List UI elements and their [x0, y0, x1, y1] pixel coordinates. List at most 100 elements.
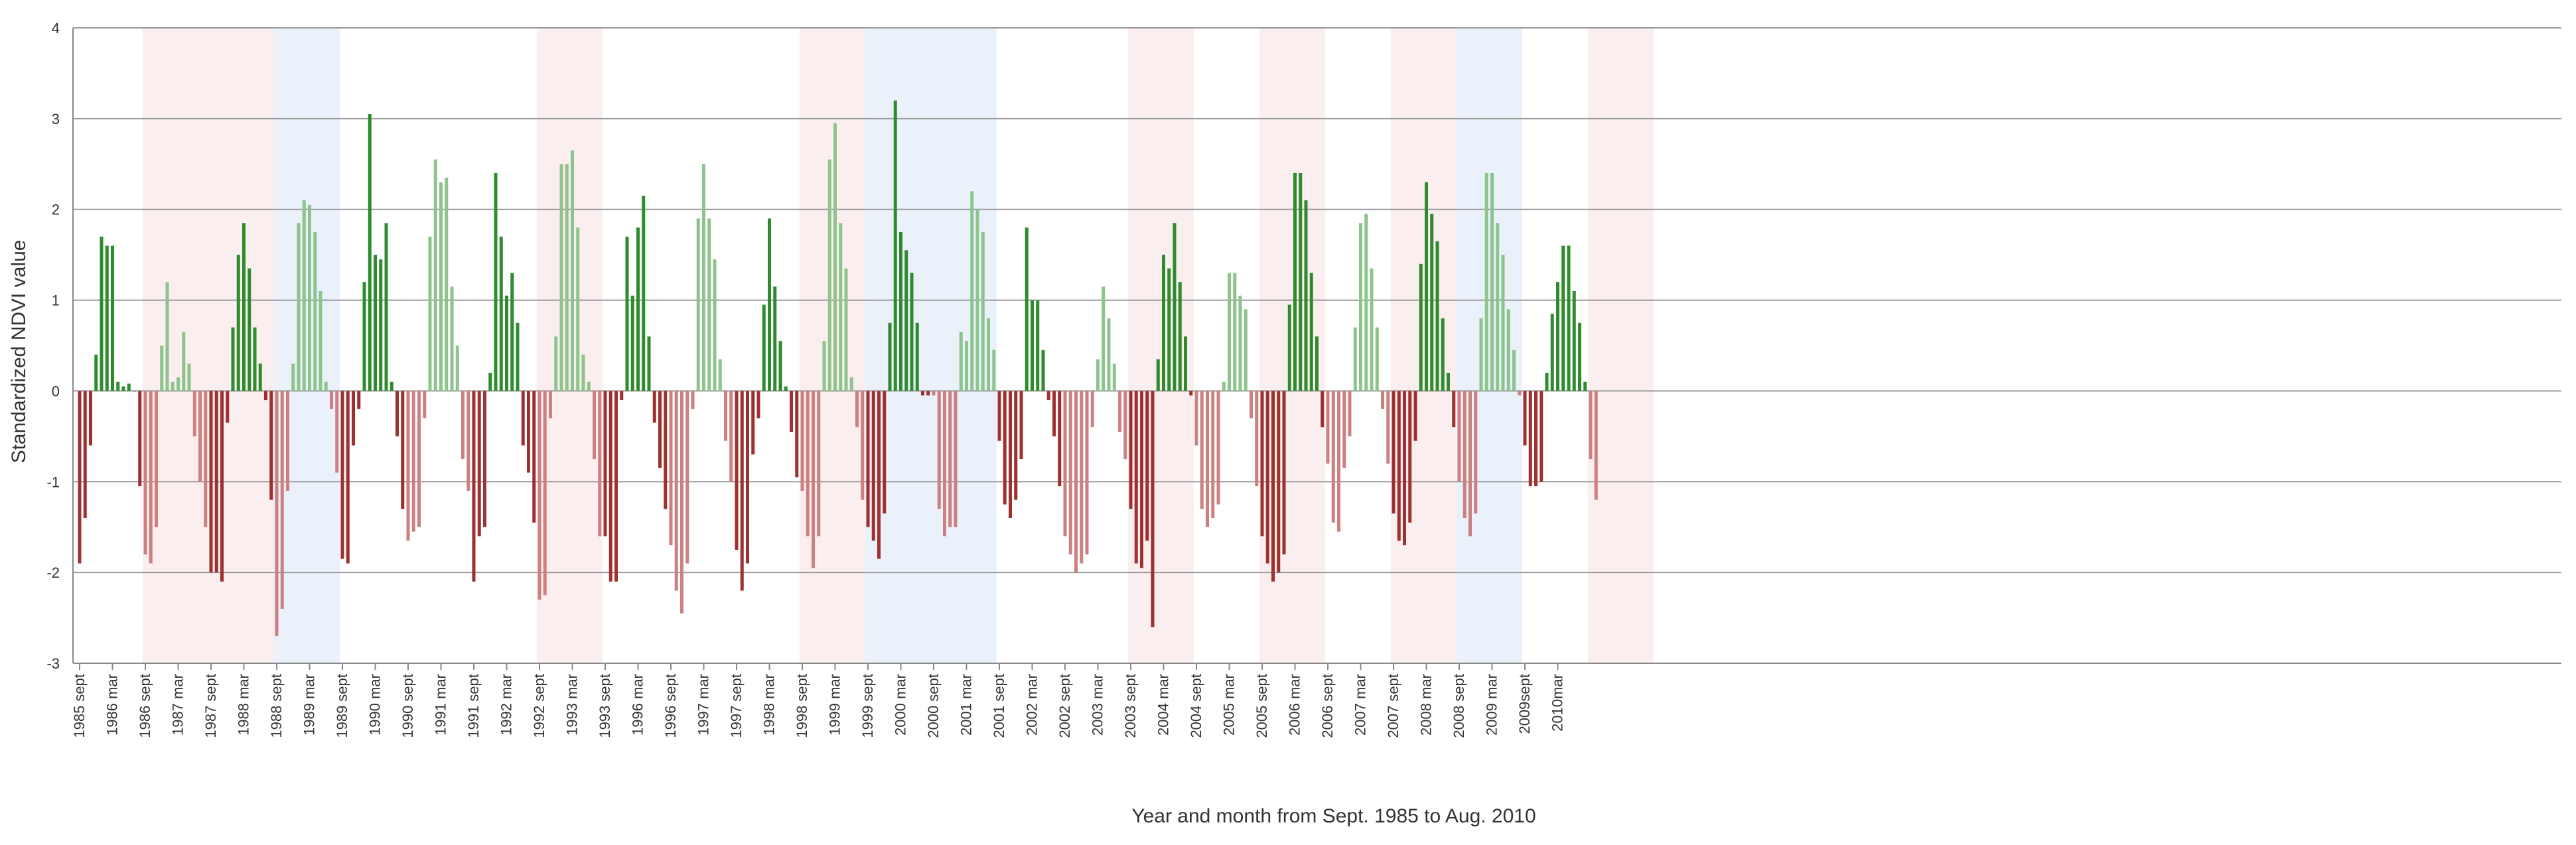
bar	[1287, 304, 1291, 391]
bar	[111, 245, 114, 391]
bar	[488, 373, 492, 391]
bar	[1250, 391, 1253, 419]
bar	[987, 318, 990, 391]
bar	[707, 218, 711, 391]
bar	[746, 391, 749, 564]
bar	[839, 223, 843, 391]
bar	[269, 391, 273, 500]
bar	[160, 346, 164, 391]
bar	[330, 391, 333, 409]
bar	[1019, 391, 1023, 460]
bar	[910, 273, 914, 391]
bar	[680, 391, 683, 614]
bar	[1452, 391, 1456, 428]
shaded-period-3	[799, 28, 865, 663]
y-tick-label: 3	[52, 111, 60, 127]
bar	[674, 391, 678, 591]
bar	[1523, 391, 1527, 446]
bar	[182, 332, 186, 391]
bar	[1211, 391, 1215, 519]
bar	[1102, 287, 1106, 391]
bar	[1178, 282, 1182, 391]
bar	[138, 391, 142, 487]
bar	[155, 391, 158, 527]
bar	[1228, 273, 1231, 391]
bar	[620, 391, 624, 401]
bar	[198, 391, 202, 482]
bar	[340, 391, 344, 559]
bar	[1134, 391, 1138, 564]
bar	[439, 182, 443, 391]
shaded-period-4	[865, 28, 997, 663]
bar	[1080, 391, 1084, 564]
bar	[625, 236, 629, 391]
bar	[1484, 172, 1488, 391]
bar	[1578, 322, 1581, 391]
bar	[904, 250, 908, 391]
bar	[192, 391, 196, 436]
bar	[970, 191, 974, 391]
bar	[768, 218, 771, 391]
bar	[795, 391, 799, 478]
bar	[527, 391, 530, 473]
x-tick-label: 2002 sept	[1056, 674, 1073, 738]
bar	[1474, 391, 1478, 514]
x-tick-label: 2001 mar	[958, 674, 975, 736]
bar	[1435, 241, 1439, 391]
bar	[806, 391, 810, 537]
bar	[214, 391, 218, 573]
bar	[1107, 318, 1111, 391]
bar	[630, 295, 634, 391]
x-tick-label: 1991 mar	[433, 674, 449, 736]
bar	[800, 391, 804, 491]
bar	[302, 200, 306, 391]
bar	[642, 196, 646, 391]
bar	[1331, 391, 1335, 523]
bar	[691, 391, 695, 409]
bar	[335, 391, 339, 473]
bar	[1545, 373, 1549, 391]
bar	[965, 341, 968, 391]
bar	[614, 391, 618, 582]
bar	[664, 391, 668, 509]
bar	[1277, 391, 1281, 573]
bar	[812, 391, 815, 568]
x-tick-label: 2010mar	[1549, 674, 1566, 732]
x-tick-label: 1985 sept	[71, 674, 88, 738]
bar	[1293, 172, 1297, 391]
bar	[374, 255, 377, 391]
bar	[1173, 223, 1177, 391]
bar	[428, 236, 432, 391]
bar	[702, 164, 705, 391]
bar	[1140, 391, 1143, 568]
bar	[466, 391, 470, 491]
shaded-period-7	[1390, 28, 1457, 663]
bar	[1090, 391, 1094, 428]
bar	[729, 391, 733, 482]
bar	[286, 391, 289, 491]
bar	[411, 391, 415, 532]
shaded-period-5	[1127, 28, 1194, 663]
bar	[313, 231, 317, 391]
bar	[1167, 268, 1171, 391]
bar	[258, 363, 262, 391]
x-tick-label: 1992 mar	[498, 674, 515, 736]
bar	[740, 391, 744, 591]
x-tick-label: 1990 mar	[367, 674, 384, 736]
bar	[1413, 391, 1417, 441]
bar	[1321, 391, 1324, 428]
bar	[433, 159, 437, 391]
bar	[981, 231, 985, 391]
x-tick-label: 1996 sept	[662, 674, 679, 738]
bar	[543, 391, 547, 596]
bar	[368, 114, 372, 391]
bar	[893, 100, 897, 391]
bar	[1036, 300, 1040, 391]
bar	[1068, 391, 1072, 554]
bar	[559, 164, 563, 391]
bar	[236, 255, 240, 391]
x-tick-label: 2009sept	[1516, 674, 1533, 734]
bar	[1255, 391, 1259, 487]
bar	[899, 231, 902, 391]
bar	[149, 391, 153, 564]
